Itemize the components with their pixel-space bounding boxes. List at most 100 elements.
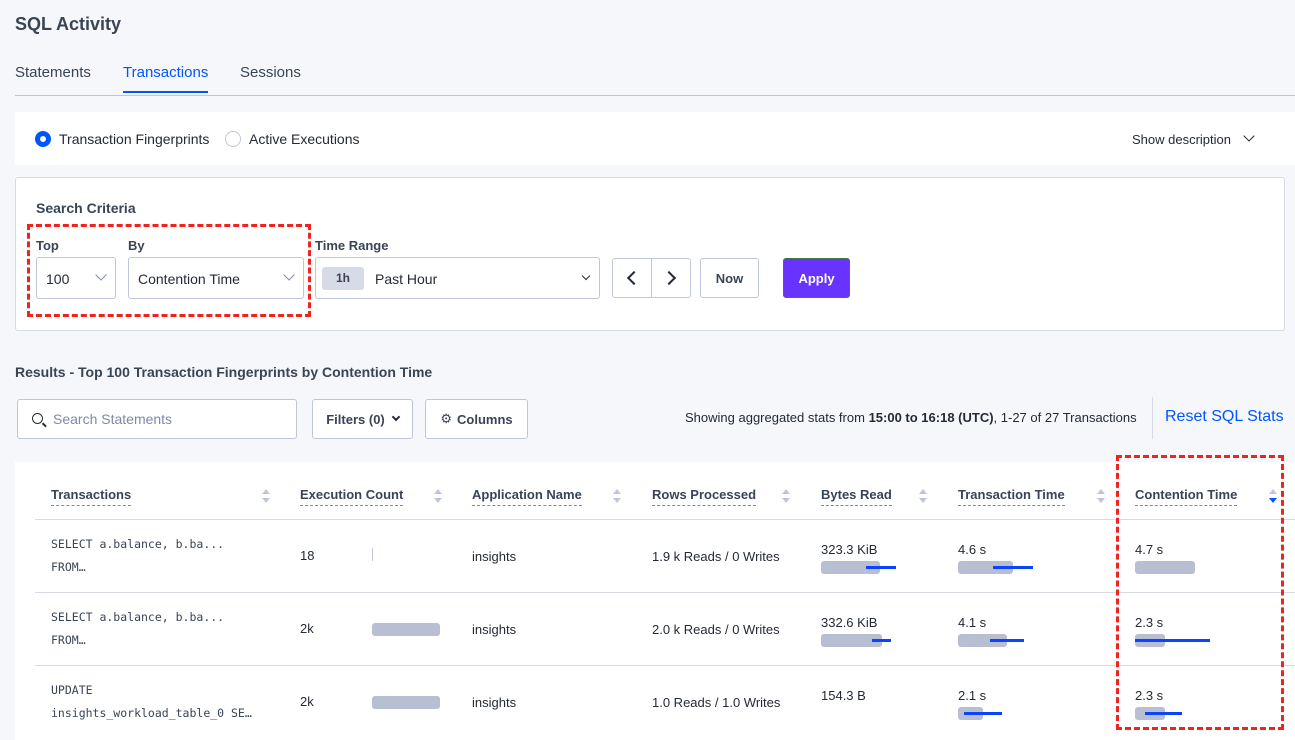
summary-suffix: , 1-27 of 27 Transactions xyxy=(993,410,1137,425)
execution-count-cell: 2k xyxy=(300,694,314,709)
execution-count-mean-bar xyxy=(372,696,440,709)
transaction-cell[interactable]: SELECT a.balance, b.ba... FROM… xyxy=(51,606,224,652)
sort-icon[interactable] xyxy=(782,489,790,503)
summary-range: 15:00 to 16:18 (UTC) xyxy=(868,410,994,425)
transaction-cell[interactable]: UPDATE insights_workload_table_0 SE… xyxy=(51,679,252,725)
sort-icon[interactable] xyxy=(434,489,442,503)
contention-time-stddev-line xyxy=(1144,712,1183,715)
search-placeholder: Search Statements xyxy=(53,411,173,427)
time-value: Past Hour xyxy=(375,271,438,287)
search-criteria-panel: Search Criteria Top By Time Range 100 Co… xyxy=(15,177,1285,331)
bytes-read-stddev-line xyxy=(872,639,892,642)
transaction-time-stddev-line xyxy=(990,639,1025,642)
top-value: 100 xyxy=(46,271,70,287)
sort-icon[interactable] xyxy=(1097,489,1105,503)
contention-time-cell: 4.7 s xyxy=(1135,542,1164,557)
tab-bar: Statements Transactions Sessions xyxy=(15,62,1295,96)
header-transaction-time[interactable]: Transaction Time xyxy=(958,487,1065,506)
execution-count-mean-bar xyxy=(372,548,373,561)
by-value: Contention Time xyxy=(138,271,240,287)
gear-icon: ⚙ xyxy=(440,411,453,426)
filters-button[interactable]: Filters (0) xyxy=(312,399,413,439)
contention-time-stddev-line xyxy=(1135,639,1211,642)
contention-time-cell: 2.3 s xyxy=(1135,688,1164,703)
chevron-right-icon xyxy=(661,270,677,286)
application-name-cell: insights xyxy=(472,695,517,710)
highlight-box xyxy=(1116,455,1284,730)
transaction-time-cell: 4.6 s xyxy=(958,542,987,557)
radio-active-executions[interactable] xyxy=(225,131,241,147)
sort-icon[interactable] xyxy=(1269,489,1277,503)
previous-time-button[interactable] xyxy=(612,258,652,298)
transaction-time-cell: 4.1 s xyxy=(958,615,987,630)
filters-label: Filters (0) xyxy=(326,411,385,427)
txn-line: UPDATE xyxy=(51,683,93,697)
table-row[interactable] xyxy=(35,665,1295,738)
highlight-box xyxy=(27,224,311,317)
bytes-read-cell: 154.3 B xyxy=(821,688,866,703)
sort-icon[interactable] xyxy=(613,489,621,503)
now-button[interactable]: Now xyxy=(700,258,759,298)
execution-count-cell: 18 xyxy=(300,548,315,563)
transactions-table xyxy=(15,462,1295,740)
header-bytes-read[interactable]: Bytes Read xyxy=(821,487,892,506)
sort-icon[interactable] xyxy=(262,489,270,503)
next-time-button[interactable] xyxy=(651,258,691,298)
table-row[interactable] xyxy=(35,519,1295,592)
txn-line: FROM… xyxy=(51,633,86,647)
application-name-cell: insights xyxy=(472,549,517,564)
bytes-read-cell: 323.3 KiB xyxy=(821,542,878,557)
tab-sessions[interactable]: Sessions xyxy=(240,64,301,81)
tab-statements[interactable]: Statements xyxy=(15,64,91,81)
columns-label: Columns xyxy=(457,411,513,427)
chevron-down-icon xyxy=(1243,130,1255,142)
header-execution-count[interactable]: Execution Count xyxy=(300,487,404,506)
divider xyxy=(1152,397,1153,439)
rows-processed-cell: 1.0 Reads / 1.0 Writes xyxy=(652,695,781,710)
chevron-down-icon xyxy=(581,271,591,281)
table-row[interactable] xyxy=(35,592,1295,665)
top-select[interactable]: 100 xyxy=(36,257,116,299)
txn-line: insights_workload_table_0 SE… xyxy=(51,706,252,720)
search-input[interactable]: Search Statements xyxy=(17,399,297,439)
view-selector: Transaction Fingerprints Active Executio… xyxy=(15,112,1295,165)
application-name-cell: insights xyxy=(472,622,517,637)
execution-count-cell: 2k xyxy=(300,621,314,636)
show-description-button[interactable]: Show description xyxy=(1132,132,1231,147)
radio-transaction-fingerprints[interactable] xyxy=(35,131,51,147)
txn-line: FROM… xyxy=(51,560,86,574)
rows-processed-cell: 1.9 k Reads / 0 Writes xyxy=(652,549,780,564)
txn-line: SELECT a.balance, b.ba... xyxy=(51,537,225,551)
apply-button[interactable]: Apply xyxy=(783,258,850,298)
chevron-down-icon xyxy=(391,412,400,422)
transaction-time-mean-bar xyxy=(958,634,1007,647)
search-icon xyxy=(32,413,43,424)
transaction-time-stddev-line xyxy=(964,712,1002,715)
time-range-select[interactable]: 1h Past Hour xyxy=(315,257,600,299)
columns-button[interactable]: ⚙ Columns xyxy=(425,399,528,439)
bytes-read-mean-bar xyxy=(821,561,881,574)
time-badge: 1h xyxy=(322,267,364,290)
header-application-name[interactable]: Application Name xyxy=(472,487,582,506)
rows-processed-cell: 2.0 k Reads / 0 Writes xyxy=(652,622,780,637)
tab-transactions[interactable]: Transactions xyxy=(123,64,209,93)
radio-label: Active Executions xyxy=(249,131,360,147)
bytes-read-mean-bar xyxy=(821,634,882,647)
top-label: Top xyxy=(36,238,59,253)
header-contention-time[interactable]: Contention Time xyxy=(1135,487,1238,506)
bytes-read-stddev-line xyxy=(865,566,897,569)
contention-time-cell: 2.3 s xyxy=(1135,615,1164,630)
reset-sql-stats-link[interactable]: Reset SQL Stats xyxy=(1165,408,1284,425)
txn-line: SELECT a.balance, b.ba... xyxy=(51,610,225,624)
execution-count-mean-bar xyxy=(372,623,440,636)
contention-time-mean-bar xyxy=(1135,561,1195,574)
by-label: By xyxy=(128,238,145,253)
header-transactions[interactable]: Transactions xyxy=(51,487,132,506)
page-title: SQL Activity xyxy=(15,14,122,34)
sort-icon[interactable] xyxy=(919,489,927,503)
header-rows-processed[interactable]: Rows Processed xyxy=(652,487,757,506)
chevron-left-icon xyxy=(626,270,642,286)
by-select[interactable]: Contention Time xyxy=(128,257,304,299)
search-criteria-heading: Search Criteria xyxy=(36,200,136,216)
transaction-cell[interactable]: SELECT a.balance, b.ba... FROM… xyxy=(51,533,224,579)
